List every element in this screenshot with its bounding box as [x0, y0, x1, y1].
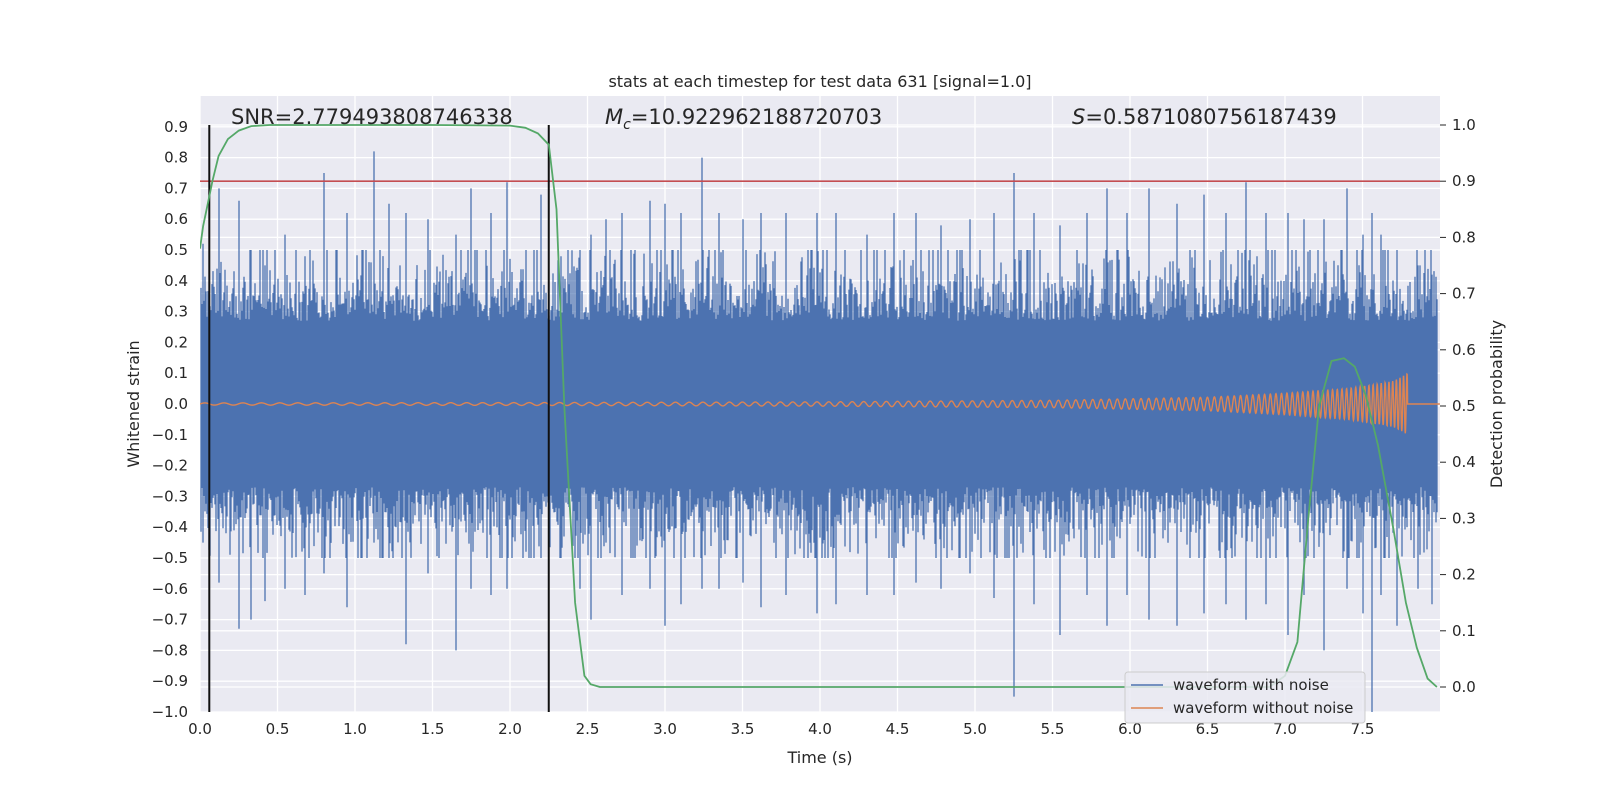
y2-tick-label: 0.9: [1452, 172, 1476, 190]
x-tick-label: 1.0: [343, 720, 367, 738]
x-tick-label: 0.5: [266, 720, 290, 738]
chirp-mass-symbol: M: [605, 105, 623, 129]
legend: waveform with noise waveform without noi…: [1124, 671, 1366, 724]
y2-tick-label: 0.8: [1452, 228, 1476, 246]
legend-label-waveform-without-noise: waveform without noise: [1173, 699, 1353, 717]
x-tick-label: 5.0: [963, 720, 987, 738]
y-tick-label: −0.4: [152, 518, 188, 536]
x-tick-label: 7.0: [1273, 720, 1297, 738]
y-tick-label: −1.0: [152, 703, 188, 721]
y2-tick-labels: 1.0 0.9 0.8 0.7 0.6 0.5 0.4 0.3 0.2 0.1 0.0: [1440, 116, 1476, 696]
y-tick-label: −0.6: [152, 580, 188, 598]
y-tick-label: 0.8: [164, 149, 188, 167]
x-tick-label: 2.5: [576, 720, 600, 738]
y-tick-label: −0.7: [152, 611, 188, 629]
legend-box: [1124, 671, 1366, 724]
y-tick-label: 0.5: [164, 241, 188, 259]
y2-tick-label: 0.7: [1452, 285, 1476, 303]
x-tick-label: 2.0: [498, 720, 522, 738]
x-tick-label: 0.0: [188, 720, 212, 738]
x-tick-label: 4.0: [808, 720, 832, 738]
x-axis-label: Time (s): [786, 748, 852, 767]
y-tick-label: 0.0: [164, 395, 188, 413]
x-tick-label: 3.5: [731, 720, 755, 738]
y-tick-label: 0.7: [164, 179, 188, 197]
y2-axis-label: Detection probability: [1487, 320, 1506, 488]
x-tick-label: 1.5: [421, 720, 445, 738]
y-tick-label: 0.6: [164, 210, 188, 228]
vertical-markers: [208, 125, 550, 712]
y-tick-label: 0.4: [164, 272, 188, 290]
y-tick-label: −0.1: [152, 426, 188, 444]
y2-tick-label: 0.2: [1452, 566, 1476, 584]
y-tick-label: −0.9: [152, 672, 188, 690]
x-tick-label: 6.0: [1118, 720, 1142, 738]
y-axis-label: Whitened strain: [124, 340, 143, 467]
series-detection-probability: [200, 124, 1438, 688]
y-tick-label: −0.5: [152, 549, 188, 567]
s-value: =0.5871080756187439: [1085, 105, 1336, 129]
y-tick-labels: 0.9 0.8 0.7 0.6 0.5 0.4 0.3 0.2 0.1 0.0 −0.1 −0.2 −0…: [152, 118, 188, 721]
y2-tick-label: 0.5: [1452, 397, 1476, 415]
y-tick-label: −0.3: [152, 487, 188, 505]
s-annotation: S=0.5871080756187439: [1072, 105, 1337, 129]
legend-label-waveform-with-noise: waveform with noise: [1173, 676, 1329, 694]
y-tick-label: −0.8: [152, 641, 188, 659]
y2-tick-label: 0.0: [1452, 678, 1476, 696]
chirp-mass-annotation: Mc=10.922962188720703: [605, 105, 882, 133]
y-tick-label: 0.9: [164, 118, 188, 136]
series-waveform-without-noise: [200, 372, 1440, 434]
y2-tick-label: 0.4: [1452, 453, 1476, 471]
x-tick-label: 7.5: [1351, 720, 1375, 738]
chart-title: stats at each timestep for test data 631…: [608, 72, 1031, 91]
y2-tick-label: 0.1: [1452, 622, 1476, 640]
chirp-mass-value: =10.922962188720703: [631, 105, 882, 129]
y2-tick-label: 1.0: [1452, 116, 1476, 134]
y-tick-label: 0.2: [164, 333, 188, 351]
x-tick-label: 4.5: [886, 720, 910, 738]
s-symbol: S: [1072, 105, 1085, 129]
x-tick-label: 3.0: [653, 720, 677, 738]
x-tick-label: 6.5: [1196, 720, 1220, 738]
y2-tick-label: 0.6: [1452, 341, 1476, 359]
x-tick-labels: 0.0 0.5 1.0 1.5 2.0 2.5 3.0 3.5 4.0 4.5 5.0 5.5 6.0 6…: [188, 720, 1374, 738]
y-tick-label: 0.3: [164, 303, 188, 321]
y-tick-label: 0.1: [164, 364, 188, 382]
x-tick-label: 5.5: [1041, 720, 1065, 738]
snr-annotation: SNR=2.779493808746338: [231, 105, 513, 129]
y-tick-label: −0.2: [152, 457, 188, 475]
plot-area: [200, 124, 1440, 712]
chirp-mass-subscript: c: [623, 117, 631, 133]
y2-tick-label: 0.3: [1452, 509, 1476, 527]
